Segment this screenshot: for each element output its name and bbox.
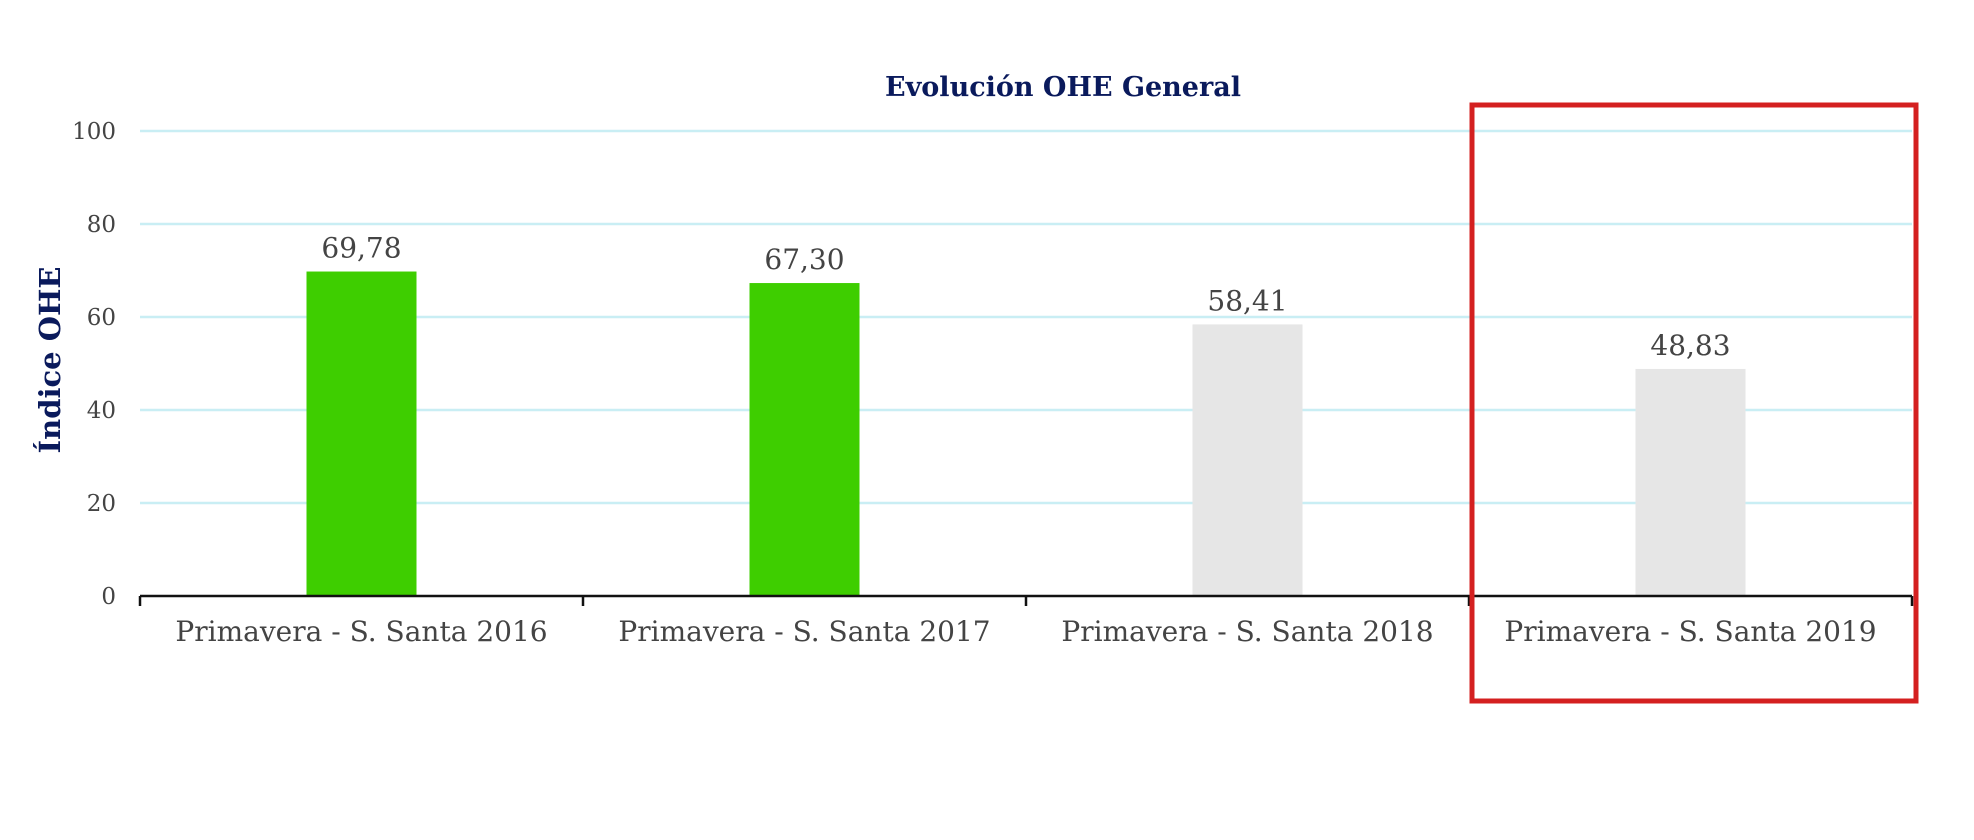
value-labels: 69,78 67,30 58,41 48,83 xyxy=(321,232,1730,362)
x-axis-categories: Primavera - S. Santa 2016 Primavera - S. … xyxy=(175,615,1876,648)
y-tick-label: 20 xyxy=(87,491,116,517)
y-tick-label: 100 xyxy=(72,119,116,145)
chart-title: Evolución OHE General xyxy=(885,72,1241,103)
data-label: 67,30 xyxy=(764,243,844,276)
bar xyxy=(1192,324,1303,596)
bar xyxy=(306,271,417,596)
data-label: 69,78 xyxy=(321,232,401,265)
bars xyxy=(306,271,1746,596)
x-tick-label: Primavera - S. Santa 2018 xyxy=(1061,615,1433,648)
y-tick-label: 0 xyxy=(101,584,116,610)
x-tick-label: Primavera - S. Santa 2016 xyxy=(175,615,547,648)
highlight-box xyxy=(1469,102,1919,704)
y-tick-label: 60 xyxy=(87,305,116,331)
highlight-layer xyxy=(1469,102,1919,704)
y-axis-label: Índice OHE xyxy=(32,267,67,454)
y-axis-ticks: 0 20 40 60 80 100 xyxy=(72,119,116,610)
y-tick-label: 40 xyxy=(87,398,116,424)
data-label: 48,83 xyxy=(1650,329,1730,362)
bar xyxy=(749,283,860,596)
bar xyxy=(1635,368,1746,596)
y-tick-label: 80 xyxy=(87,212,116,238)
gridlines xyxy=(140,129,1912,505)
x-tick-label: Primavera - S. Santa 2017 xyxy=(618,615,990,648)
x-axis xyxy=(138,594,1914,606)
x-tick-label: Primavera - S. Santa 2019 xyxy=(1504,615,1876,648)
data-label: 58,41 xyxy=(1207,284,1287,317)
